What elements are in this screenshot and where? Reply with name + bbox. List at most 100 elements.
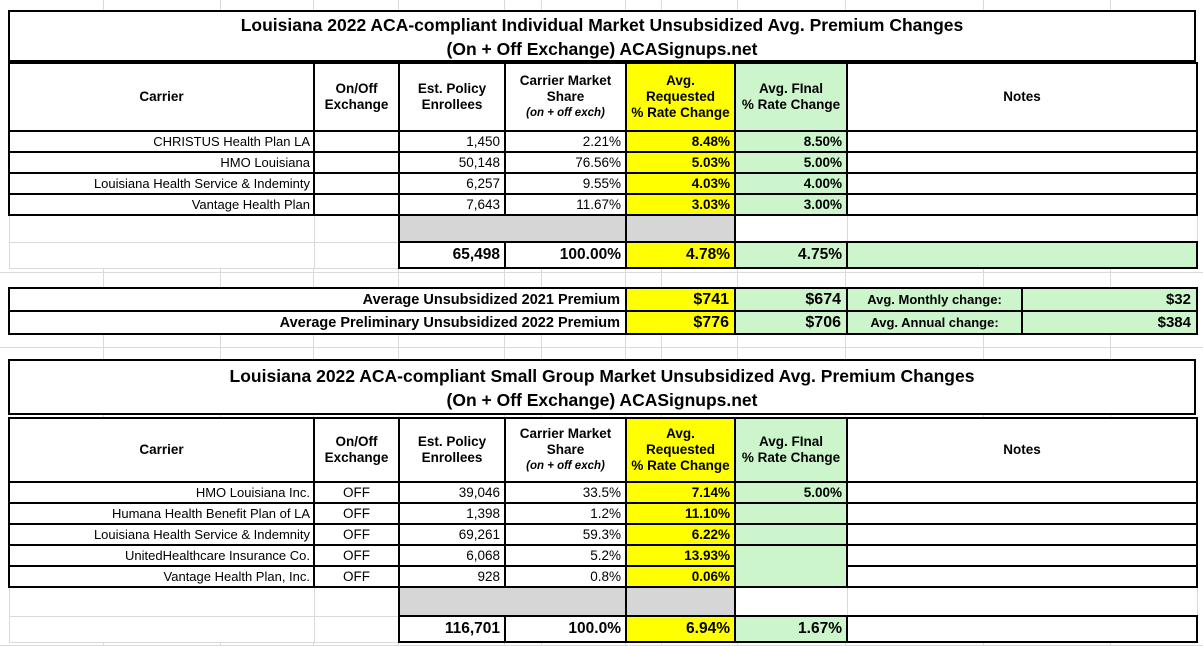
cell-enrollees[interactable]: 7,643: [398, 193, 506, 216]
cell-enrollees[interactable]: 39,046: [398, 481, 506, 504]
cell-total-share[interactable]: 100.00%: [504, 241, 627, 269]
cell-notes[interactable]: [846, 565, 1198, 588]
cell-change-value[interactable]: $384: [1021, 310, 1198, 335]
cell-market-share[interactable]: 2.21%: [504, 130, 627, 153]
individual-market-title-cell[interactable]: Louisiana 2022 ACA-compliant Individual …: [8, 10, 1196, 62]
cell-total-final[interactable]: 1.67%: [734, 615, 848, 643]
cell-notes[interactable]: [846, 193, 1198, 216]
cell-total-enrollees[interactable]: 65,498: [398, 241, 506, 269]
cell-enrollees[interactable]: 69,261: [398, 523, 506, 546]
cell-carrier[interactable]: Vantage Health Plan, Inc.: [8, 565, 315, 588]
cell-market-share[interactable]: 0.8%: [504, 565, 627, 588]
cell-requested-rate[interactable]: 11.10%: [625, 502, 736, 525]
cell-final-rate[interactable]: 3.00%: [734, 193, 848, 216]
cell-spacer-gray[interactable]: [398, 214, 627, 243]
header-requested-rate[interactable]: Avg. Requested % Rate Change: [625, 417, 736, 483]
cell-final-rate[interactable]: 4.00%: [734, 172, 848, 195]
cell-notes[interactable]: [846, 502, 1198, 525]
header-notes[interactable]: Notes: [846, 417, 1198, 483]
cell-requested-rate[interactable]: 0.06%: [625, 565, 736, 588]
cell-market-share[interactable]: 1.2%: [504, 502, 627, 525]
cell-change-value[interactable]: $32: [1021, 287, 1198, 312]
cell-spacer-gray[interactable]: [625, 586, 736, 617]
header-exchange[interactable]: On/Off Exchange: [313, 417, 400, 483]
header-notes[interactable]: Notes: [846, 62, 1198, 132]
cell-requested-rate[interactable]: 7.14%: [625, 481, 736, 504]
cell-carrier[interactable]: HMO Louisiana Inc.: [8, 481, 315, 504]
cell-blank[interactable]: [8, 214, 315, 243]
header-market-share[interactable]: Carrier Market Share (on + off exch): [504, 62, 627, 132]
cell-carrier[interactable]: Vantage Health Plan: [8, 193, 315, 216]
cell-final-rate-merged[interactable]: [734, 544, 848, 588]
cell-notes[interactable]: [846, 544, 1198, 567]
header-final-rate[interactable]: Avg. FInal % Rate Change: [734, 62, 848, 132]
cell-exchange[interactable]: OFF: [313, 565, 400, 588]
cell-blank[interactable]: [846, 214, 1198, 243]
cell-exchange[interactable]: OFF: [313, 544, 400, 567]
cell-blank[interactable]: [313, 586, 400, 617]
cell-premium-label[interactable]: Average Preliminary Unsubsidized 2022 Pr…: [8, 310, 627, 335]
cell-total-requested[interactable]: 6.94%: [625, 615, 736, 643]
header-carrier[interactable]: Carrier: [8, 417, 315, 483]
cell-enrollees[interactable]: 1,398: [398, 502, 506, 525]
cell-market-share[interactable]: 5.2%: [504, 544, 627, 567]
cell-exchange[interactable]: OFF: [313, 502, 400, 525]
cell-carrier[interactable]: CHRISTUS Health Plan LA: [8, 130, 315, 153]
cell-premium-requested[interactable]: $776: [625, 310, 736, 335]
header-requested-rate[interactable]: Avg. Requested % Rate Change: [625, 62, 736, 132]
cell-carrier[interactable]: Louisiana Health Service & Indemnity: [8, 523, 315, 546]
cell-carrier[interactable]: UnitedHealthcare Insurance Co.: [8, 544, 315, 567]
cell-requested-rate[interactable]: 4.03%: [625, 172, 736, 195]
cell-exchange[interactable]: [313, 151, 400, 174]
cell-blank[interactable]: [313, 241, 400, 269]
cell-blank[interactable]: [734, 214, 848, 243]
cell-requested-rate[interactable]: 6.22%: [625, 523, 736, 546]
cell-total-final[interactable]: 4.75%: [734, 241, 848, 269]
cell-notes[interactable]: [846, 130, 1198, 153]
header-carrier[interactable]: Carrier: [8, 62, 315, 132]
cell-requested-rate[interactable]: 13.93%: [625, 544, 736, 567]
header-enrollees[interactable]: Est. Policy Enrollees: [398, 417, 506, 483]
header-exchange[interactable]: On/Off Exchange: [313, 62, 400, 132]
cell-premium-label[interactable]: Average Unsubsidized 2021 Premium: [8, 287, 627, 312]
cell-change-label[interactable]: Avg. Monthly change:: [846, 287, 1023, 312]
cell-blank[interactable]: [313, 214, 400, 243]
cell-enrollees[interactable]: 1,450: [398, 130, 506, 153]
cell-premium-requested[interactable]: $741: [625, 287, 736, 312]
cell-enrollees[interactable]: 50,148: [398, 151, 506, 174]
cell-requested-rate[interactable]: 8.48%: [625, 130, 736, 153]
cell-blank[interactable]: [8, 586, 315, 617]
small-group-title-cell[interactable]: Louisiana 2022 ACA-compliant Small Group…: [8, 359, 1196, 415]
cell-market-share[interactable]: 33.5%: [504, 481, 627, 504]
cell-notes[interactable]: [846, 172, 1198, 195]
header-final-rate[interactable]: Avg. FInal % Rate Change: [734, 417, 848, 483]
cell-enrollees[interactable]: 6,068: [398, 544, 506, 567]
cell-spacer-gray[interactable]: [625, 214, 736, 243]
cell-market-share[interactable]: 11.67%: [504, 193, 627, 216]
cell-exchange[interactable]: [313, 130, 400, 153]
cell-blank[interactable]: [734, 586, 848, 617]
cell-exchange[interactable]: [313, 193, 400, 216]
cell-blank[interactable]: [846, 586, 1198, 617]
cell-final-rate[interactable]: 8.50%: [734, 130, 848, 153]
cell-premium-final[interactable]: $674: [734, 287, 848, 312]
cell-notes[interactable]: [846, 151, 1198, 174]
cell-final-rate[interactable]: 5.00%: [734, 151, 848, 174]
cell-total-share[interactable]: 100.0%: [504, 615, 627, 643]
cell-enrollees[interactable]: 928: [398, 565, 506, 588]
cell-exchange[interactable]: OFF: [313, 523, 400, 546]
cell-carrier[interactable]: HMO Louisiana: [8, 151, 315, 174]
cell-enrollees[interactable]: 6,257: [398, 172, 506, 195]
cell-market-share[interactable]: 9.55%: [504, 172, 627, 195]
cell-market-share[interactable]: 59.3%: [504, 523, 627, 546]
cell-premium-final[interactable]: $706: [734, 310, 848, 335]
cell-exchange[interactable]: OFF: [313, 481, 400, 504]
cell-spacer-gray[interactable]: [398, 586, 627, 617]
cell-notes[interactable]: [846, 523, 1198, 546]
cell-total-enrollees[interactable]: 116,701: [398, 615, 506, 643]
cell-exchange[interactable]: [313, 172, 400, 195]
cell-blank[interactable]: [8, 615, 315, 643]
header-enrollees[interactable]: Est. Policy Enrollees: [398, 62, 506, 132]
cell-carrier[interactable]: Louisiana Health Service & Indeminty: [8, 172, 315, 195]
cell-total-notes[interactable]: [846, 241, 1198, 269]
